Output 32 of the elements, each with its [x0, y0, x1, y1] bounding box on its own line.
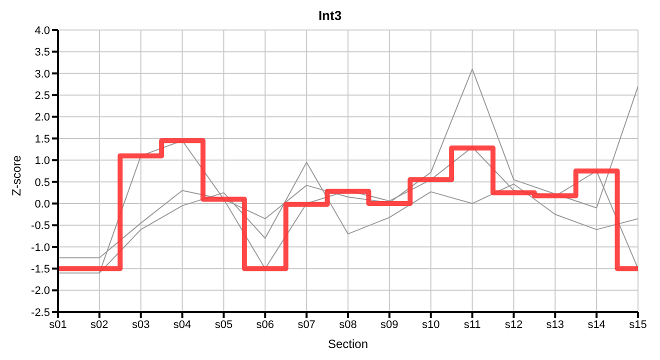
y-tick-label: 2.5: [34, 90, 50, 102]
x-tick-label: s07: [298, 318, 316, 331]
y-tick-label: 3.5: [34, 46, 50, 59]
x-tick-label: s06: [256, 318, 274, 331]
y-tick-label: 0.5: [34, 176, 50, 189]
y-tick-label: 3.0: [34, 68, 50, 80]
y-tick-label: 1.0: [34, 155, 50, 168]
x-tick-label: s10: [422, 318, 440, 331]
x-tick-label: s15: [629, 318, 647, 331]
x-tick-label: s02: [90, 318, 108, 331]
x-tick-label: s12: [504, 318, 523, 331]
x-axis-title: Section: [328, 337, 368, 351]
y-tick-label: -2.5: [31, 306, 50, 319]
y-axis-title: Z-score: [9, 155, 24, 196]
y-tick-label: -1.5: [31, 264, 50, 276]
x-tick-label: s11: [464, 318, 481, 331]
x-tick-label: s03: [132, 318, 150, 331]
x-tick-label: s08: [339, 318, 357, 331]
y-tick-label: 0.0: [34, 198, 50, 210]
y-tick-label: 1.5: [34, 133, 50, 146]
y-tick-label: -2.0: [31, 285, 50, 298]
x-tick-label: s14: [588, 318, 606, 331]
x-tick-label: s05: [214, 318, 233, 331]
y-tick-label: -0.5: [31, 220, 50, 232]
x-tick-label: s04: [173, 318, 192, 331]
x-tick-label: s09: [380, 318, 398, 331]
x-tick-label: s01: [49, 318, 67, 331]
y-tick-label: 2.0: [34, 112, 50, 124]
x-tick-label: s13: [546, 318, 564, 331]
y-tick-label: -1.0: [31, 242, 50, 254]
y-tick-label: 4.0: [34, 24, 50, 37]
chart-title: Int3: [317, 8, 343, 25]
